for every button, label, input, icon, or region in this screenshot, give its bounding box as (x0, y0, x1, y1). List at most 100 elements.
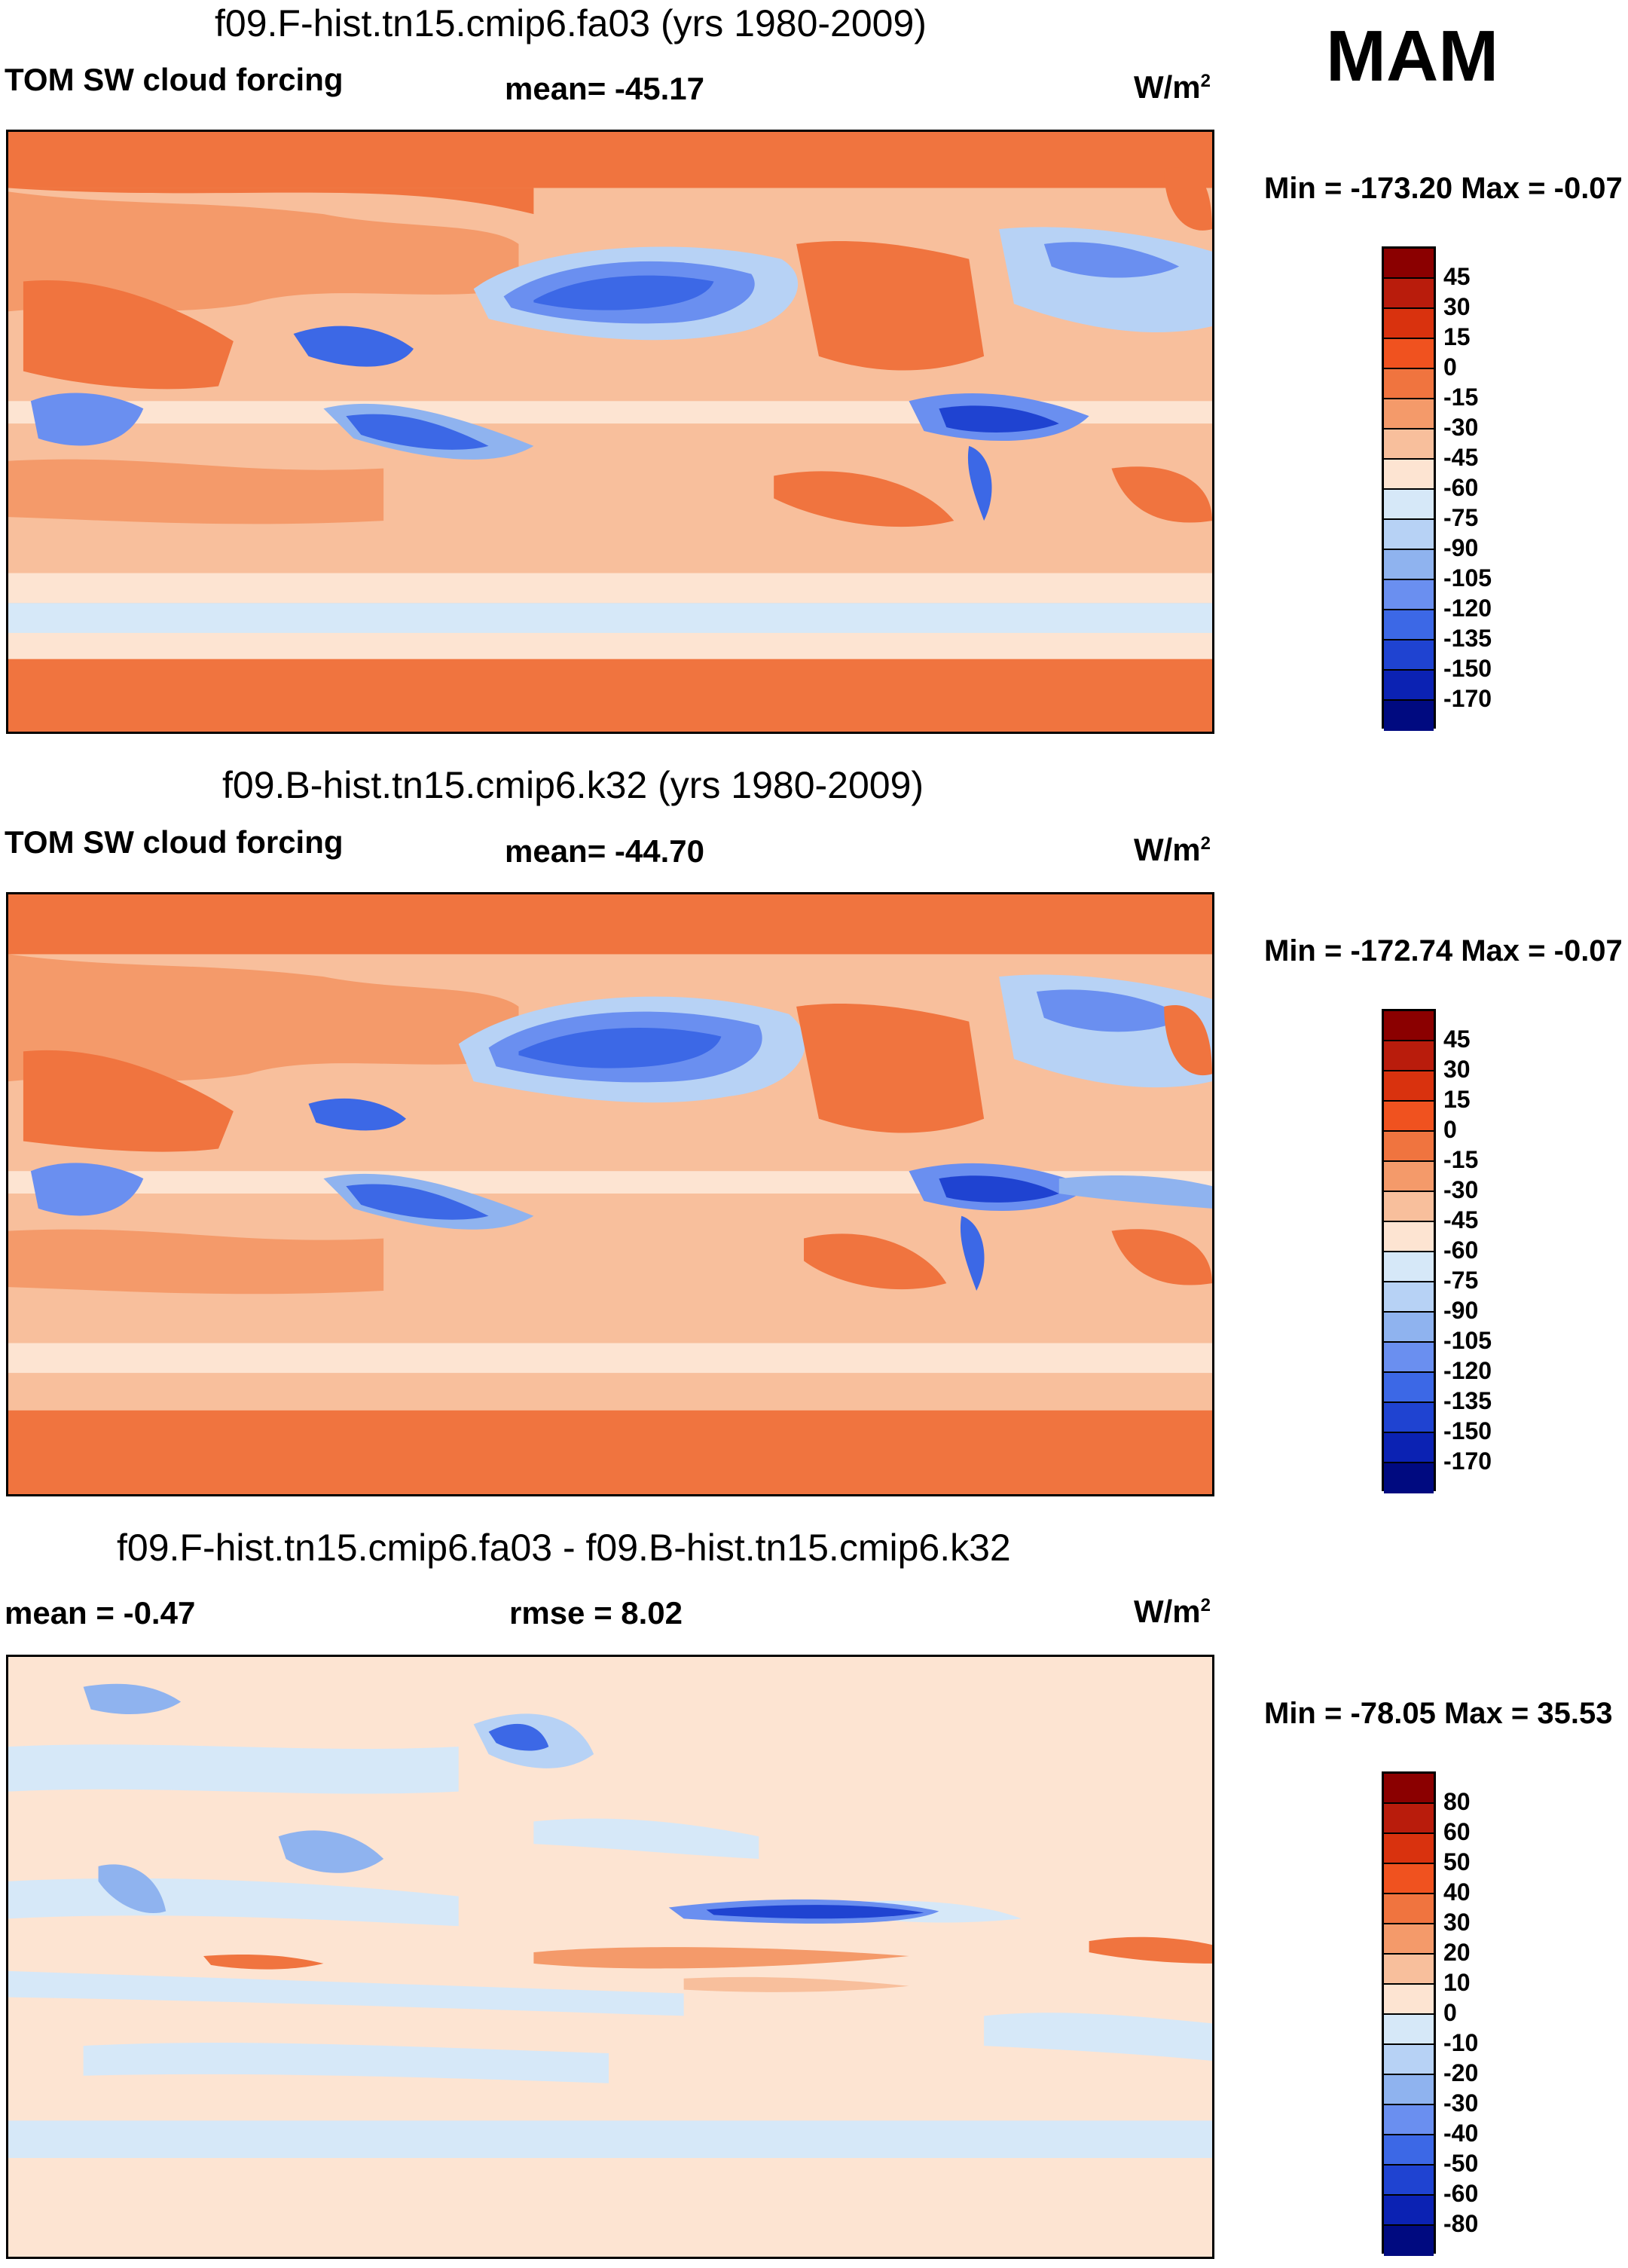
colorbar-swatch (1384, 2166, 1434, 2196)
panel-2-variable-label: TOM SW cloud forcing (5, 824, 344, 860)
colorbar-tick-label: 20 (1443, 1939, 1471, 1966)
colorbar-swatch (1384, 610, 1434, 640)
colorbar-tick-label: -135 (1443, 1387, 1492, 1414)
colorbar-tick-label: -150 (1443, 1417, 1492, 1444)
colorbar-tick-label: 30 (1443, 1056, 1471, 1083)
colorbar-swatch (1384, 1102, 1434, 1132)
colorbar-tick-label: -45 (1443, 444, 1479, 471)
colorbar-tick-label: -135 (1443, 625, 1492, 652)
colorbar-tick-label: -150 (1443, 655, 1492, 682)
colorbar-tick-label: -10 (1443, 2029, 1479, 2056)
colorbar-swatch (1384, 1222, 1434, 1252)
colorbar-tick-label: -170 (1443, 685, 1492, 712)
colorbar-swatch (1384, 309, 1434, 339)
colorbar-tick-label: -30 (1443, 1176, 1479, 1203)
colorbar-tick-label: -170 (1443, 1447, 1492, 1475)
colorbar-swatch (1384, 2075, 1434, 2105)
colorbar-tick-label: 0 (1443, 1999, 1457, 2026)
colorbar-tick-label: -120 (1443, 595, 1492, 622)
panel-2-mean-label: mean= -44.70 (505, 833, 705, 869)
colorbar-swatch (1384, 1774, 1434, 1804)
colorbar-swatch (1384, 2196, 1434, 2226)
colorbar-swatch (1384, 520, 1434, 550)
colorbar-swatch (1384, 701, 1434, 731)
colorbar-tick-label: -120 (1443, 1357, 1492, 1384)
colorbar-tick-label: 10 (1443, 1969, 1471, 1996)
colorbar-tick-label: -60 (1443, 474, 1479, 501)
panel-3-colorbar (1382, 1771, 1436, 2256)
colorbar-tick-label: -45 (1443, 1206, 1479, 1233)
colorbar-tick-label: -30 (1443, 414, 1479, 441)
colorbar-swatch (1384, 1463, 1434, 1493)
colorbar-swatch (1384, 2105, 1434, 2135)
colorbar-swatch (1384, 2135, 1434, 2166)
colorbar-tick-label: 60 (1443, 1818, 1471, 1845)
season-label: MAM (1326, 16, 1499, 96)
colorbar-tick-label: 30 (1443, 293, 1471, 320)
colorbar-swatch (1384, 1433, 1434, 1463)
colorbar-swatch (1384, 429, 1434, 460)
colorbar-tick-label: 45 (1443, 263, 1471, 290)
colorbar-swatch (1384, 1864, 1434, 1894)
colorbar-tick-label: -15 (1443, 1146, 1479, 1173)
colorbar-swatch (1384, 640, 1434, 671)
panel-1-title: f09.F-hist.tn15.cmip6.fa03 (yrs 1980-200… (215, 2, 927, 44)
panel-1-minmax: Min = -173.20 Max = -0.07 (1264, 172, 1623, 205)
panel-3-title: f09.F-hist.tn15.cmip6.fa03 - f09.B-hist.… (117, 1527, 1011, 1569)
panel-2-colorbar (1382, 1009, 1436, 1493)
colorbar-tick-label: 50 (1443, 1848, 1471, 1875)
panel-1-map-field (8, 132, 1212, 732)
colorbar-swatch (1384, 490, 1434, 520)
colorbar-tick-label: 15 (1443, 1086, 1471, 1113)
colorbar-swatch (1384, 580, 1434, 610)
colorbar-swatch (1384, 460, 1434, 490)
panel-2-minmax: Min = -172.74 Max = -0.07 (1264, 934, 1623, 967)
colorbar-swatch (1384, 671, 1434, 701)
colorbar-swatch (1384, 2226, 1434, 2256)
colorbar-tick-label: -40 (1443, 2120, 1479, 2147)
panel-3-rmse-label: rmse = 8.02 (509, 1595, 683, 1631)
colorbar-tick-label: 15 (1443, 323, 1471, 350)
colorbar-swatch (1384, 1804, 1434, 1834)
colorbar-tick-label: -90 (1443, 534, 1479, 561)
colorbar-swatch (1384, 1894, 1434, 1924)
panel-2-map (6, 892, 1214, 1496)
panel-2-title: f09.B-hist.tn15.cmip6.k32 (yrs 1980-2009… (222, 764, 924, 806)
colorbar-swatch (1384, 1403, 1434, 1433)
colorbar-swatch (1384, 550, 1434, 580)
colorbar-swatch (1384, 1955, 1434, 1985)
colorbar-tick-label: -15 (1443, 384, 1479, 411)
panel-1-variable-label: TOM SW cloud forcing (5, 62, 344, 97)
colorbar-swatch (1384, 369, 1434, 399)
panel-1-map (6, 130, 1214, 734)
colorbar-tick-label: -80 (1443, 2210, 1479, 2237)
colorbar-swatch (1384, 1313, 1434, 1343)
colorbar-tick-label: 45 (1443, 1025, 1471, 1053)
colorbar-tick-label: 40 (1443, 1878, 1471, 1906)
panel-3-mean-label: mean = -0.47 (5, 1595, 196, 1631)
panel-1-units: W/m2 (1134, 69, 1211, 105)
colorbar-swatch (1384, 1071, 1434, 1102)
panel-3-map-field (8, 1657, 1212, 2257)
colorbar-swatch (1384, 2015, 1434, 2045)
colorbar-tick-label: -60 (1443, 1236, 1479, 1264)
colorbar-swatch (1384, 399, 1434, 429)
colorbar-tick-label: -90 (1443, 1297, 1479, 1324)
colorbar-swatch (1384, 1132, 1434, 1162)
colorbar-swatch (1384, 249, 1434, 279)
colorbar-swatch (1384, 279, 1434, 309)
colorbar-tick-label: -105 (1443, 564, 1492, 591)
colorbar-swatch (1384, 1985, 1434, 2015)
colorbar-tick-label: 0 (1443, 353, 1457, 381)
panel-2-units: W/m2 (1134, 832, 1211, 867)
colorbar-swatch (1384, 1924, 1434, 1955)
colorbar-swatch (1384, 1834, 1434, 1864)
panel-3-minmax: Min = -78.05 Max = 35.53 (1264, 1697, 1613, 1730)
colorbar-swatch (1384, 1192, 1434, 1222)
panel-3-units: W/m2 (1134, 1594, 1211, 1629)
colorbar-tick-label: -105 (1443, 1327, 1492, 1354)
colorbar-tick-label: 0 (1443, 1116, 1457, 1143)
colorbar-swatch (1384, 1252, 1434, 1282)
colorbar-swatch (1384, 1373, 1434, 1403)
colorbar-tick-label: -60 (1443, 2180, 1479, 2207)
